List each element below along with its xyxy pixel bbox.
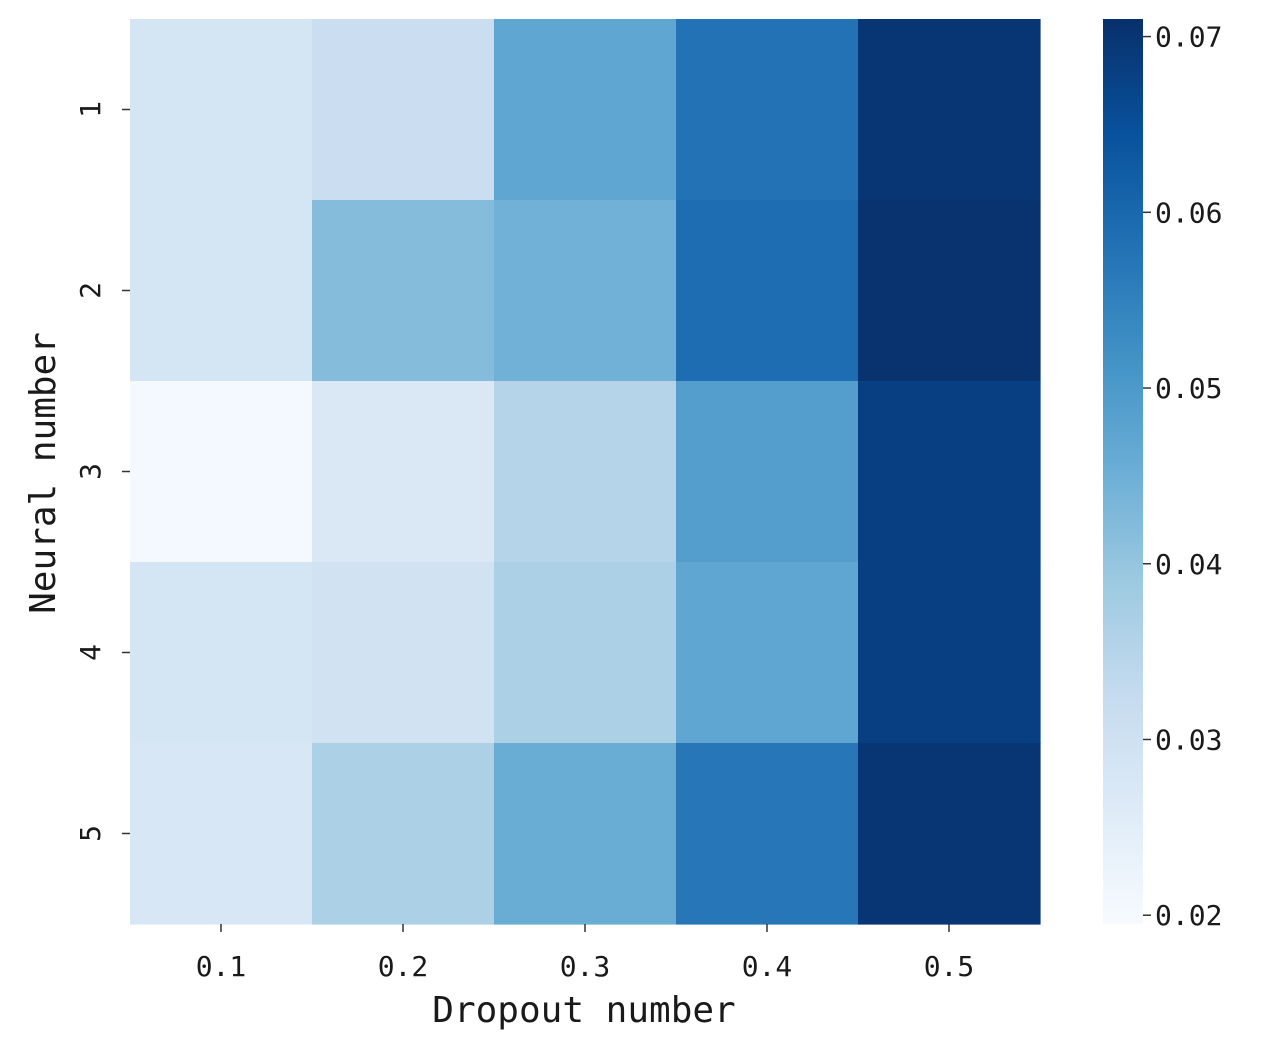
heatmap-cell bbox=[130, 200, 313, 382]
heatmap-cell bbox=[130, 562, 313, 744]
x-axis: 0.1 0.2 0.3 0.4 0.5 bbox=[196, 924, 975, 983]
heatmap-cell bbox=[676, 381, 859, 563]
heatmap-cell bbox=[312, 562, 495, 744]
heatmap-cell bbox=[858, 743, 1041, 925]
heatmap-cell bbox=[676, 200, 859, 382]
heatmap-cell bbox=[676, 562, 859, 744]
heatmap-cell bbox=[130, 19, 313, 201]
y-tick-label: 2 bbox=[74, 282, 107, 299]
heatmap-cell bbox=[312, 743, 495, 925]
x-tick-label: 0.4 bbox=[742, 950, 793, 983]
y-tick-label: 4 bbox=[74, 644, 107, 661]
colorbar-tick-label: 0.02 bbox=[1155, 899, 1222, 932]
y-tick-label: 5 bbox=[74, 825, 107, 842]
heatmap-cell bbox=[858, 562, 1041, 744]
heatmap-cell bbox=[676, 743, 859, 925]
heatmap-cell bbox=[494, 743, 677, 925]
heatmap-cell bbox=[494, 562, 677, 744]
x-tick-label: 0.2 bbox=[378, 950, 429, 983]
heatmap-cell bbox=[858, 19, 1041, 201]
y-axis-label: Neural number bbox=[23, 332, 64, 614]
heatmap-cell bbox=[312, 200, 495, 382]
heatmap-cell bbox=[130, 381, 313, 563]
heatmap-cell bbox=[494, 19, 677, 201]
heatmap-cell bbox=[858, 381, 1041, 563]
colorbar-tick-label: 0.05 bbox=[1155, 372, 1222, 405]
colorbar-tick-label: 0.06 bbox=[1155, 196, 1222, 229]
x-axis-label: Dropout number bbox=[432, 990, 735, 1031]
heatmap-cell bbox=[858, 200, 1041, 382]
y-tick-label: 3 bbox=[74, 463, 107, 480]
x-tick-label: 0.5 bbox=[924, 950, 975, 983]
heatmap-cell bbox=[312, 381, 495, 563]
heatmap-cell bbox=[130, 743, 313, 925]
heatmap-cell bbox=[494, 381, 677, 563]
x-tick-label: 0.3 bbox=[560, 950, 611, 983]
colorbar-tick-label: 0.07 bbox=[1155, 21, 1222, 54]
colorbar-axis: 0.02 0.03 0.04 0.05 0.06 0.07 bbox=[1143, 21, 1222, 932]
heatmap-cell bbox=[494, 200, 677, 382]
colorbar-tick-label: 0.04 bbox=[1155, 548, 1222, 581]
colorbar bbox=[1103, 19, 1143, 924]
y-tick-label: 1 bbox=[74, 101, 107, 118]
heatmap-cell bbox=[312, 19, 495, 201]
colorbar-tick-label: 0.03 bbox=[1155, 723, 1222, 756]
heatmap-cell bbox=[676, 19, 859, 201]
y-axis: 1 2 3 4 5 bbox=[74, 101, 130, 842]
x-tick-label: 0.1 bbox=[196, 950, 247, 983]
heatmap-cells bbox=[130, 19, 1041, 925]
